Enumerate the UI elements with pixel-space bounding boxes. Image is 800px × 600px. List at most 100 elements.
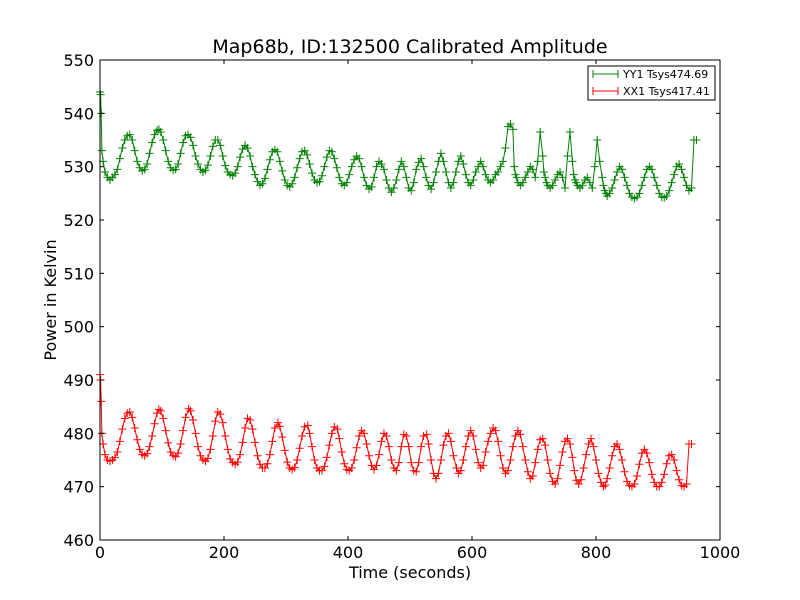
data-point-marker: [389, 184, 398, 192]
data-point-marker: [599, 482, 608, 491]
data-point-marker: [290, 463, 299, 472]
data-point-marker: [243, 144, 252, 152]
data-point-marker: [568, 453, 577, 462]
data-point-marker: [290, 173, 299, 182]
data-point-marker: [635, 189, 644, 198]
data-point-marker: [541, 441, 550, 450]
data-point-marker: [563, 434, 572, 443]
legend-label-yy1: YY1 Tsys474.69: [622, 68, 708, 81]
data-point-marker: [424, 440, 433, 448]
data-point-marker: [439, 441, 448, 450]
data-point-marker: [528, 472, 537, 480]
data-point-marker: [332, 163, 341, 172]
data-point-marker: [665, 186, 674, 195]
data-point-marker: [231, 169, 240, 178]
data-point-marker: [579, 464, 588, 472]
data-point-marker: [469, 176, 478, 184]
data-point-marker: [110, 170, 119, 179]
data-point-marker: [148, 432, 157, 440]
data-point-marker: [531, 173, 540, 182]
data-point-marker: [347, 464, 356, 472]
y-tick-label: 460: [63, 531, 94, 550]
x-tick-label: 1000: [700, 543, 741, 562]
data-point-marker: [613, 168, 622, 176]
data-point-marker: [499, 464, 507, 472]
data-point-marker: [260, 174, 269, 183]
data-point-marker: [355, 154, 364, 163]
data-point-marker: [372, 461, 381, 470]
y-tick-label: 490: [63, 371, 94, 390]
data-point-marker: [536, 128, 545, 136]
data-point-marker: [427, 185, 436, 194]
data-point-marker: [298, 432, 307, 440]
data-point-marker: [140, 165, 149, 174]
axes-frame: [99, 59, 721, 541]
data-point-marker: [682, 480, 691, 488]
data-point-marker: [677, 165, 686, 174]
data-point-marker: [315, 177, 324, 186]
data-point-marker: [399, 162, 408, 171]
data-point-marker: [499, 157, 507, 166]
data-point-marker: [417, 442, 426, 451]
data-point-marker: [392, 176, 401, 184]
data-point-marker: [213, 136, 222, 144]
data-point-marker: [397, 442, 406, 451]
data-point-marker: [459, 160, 468, 168]
data-point-marker: [623, 181, 631, 190]
data-point-marker: [295, 154, 304, 163]
data-point-marker: [303, 421, 312, 430]
data-point-marker: [253, 451, 262, 460]
data-point-marker: [608, 184, 617, 192]
data-point-marker: [115, 154, 124, 163]
data-point-marker: [303, 150, 312, 159]
data-point-marker: [113, 448, 122, 456]
data-point-marker: [533, 445, 542, 454]
data-point-marker: [510, 162, 519, 171]
data-point-marker: [551, 480, 560, 488]
data-point-marker: [394, 458, 403, 467]
data-point-marker: [280, 446, 289, 455]
data-point-marker: [193, 160, 202, 168]
data-point-marker: [675, 160, 684, 168]
data-point-marker: [382, 176, 391, 184]
data-point-marker: [325, 441, 334, 450]
data-point-marker: [251, 170, 259, 179]
data-point-marker: [211, 417, 220, 426]
data-point-marker: [203, 454, 212, 463]
data-point-marker: [164, 438, 173, 447]
data-point-marker: [599, 181, 608, 190]
data-point-marker: [531, 458, 540, 467]
data-point-marker: [208, 432, 217, 440]
y-tick-label: 520: [63, 211, 94, 230]
data-point-marker: [238, 438, 247, 447]
data-point-marker: [650, 478, 659, 487]
data-point-marker: [404, 442, 413, 451]
data-point-marker: [657, 478, 666, 487]
data-point-marker: [184, 404, 193, 413]
data-point-marker: [260, 464, 269, 472]
legend-box: [587, 65, 716, 101]
data-point-marker: [100, 450, 109, 459]
data-point-marker: [481, 448, 490, 456]
data-point-marker: [130, 146, 139, 155]
data-point-marker: [335, 434, 344, 443]
data-point-marker: [208, 142, 217, 151]
data-point-marker: [432, 168, 441, 176]
legend-entry-xx1: XX1 Tsys417.41: [592, 85, 710, 98]
data-point-marker: [563, 152, 572, 160]
data-point-marker: [317, 466, 326, 475]
data-point-marker: [370, 173, 379, 182]
data-point-marker: [246, 416, 255, 424]
data-point-marker: [273, 147, 282, 156]
data-point-marker: [630, 480, 639, 488]
series-line: [99, 374, 692, 488]
data-point-marker: [322, 453, 331, 462]
data-point-marker: [635, 460, 644, 469]
x-tick-label: 0: [95, 543, 105, 562]
data-point-marker: [100, 168, 109, 176]
data-point-marker: [174, 449, 183, 458]
x-tick-label: 200: [209, 543, 240, 562]
data-point-marker: [159, 414, 168, 423]
series-xx1: [96, 371, 696, 491]
